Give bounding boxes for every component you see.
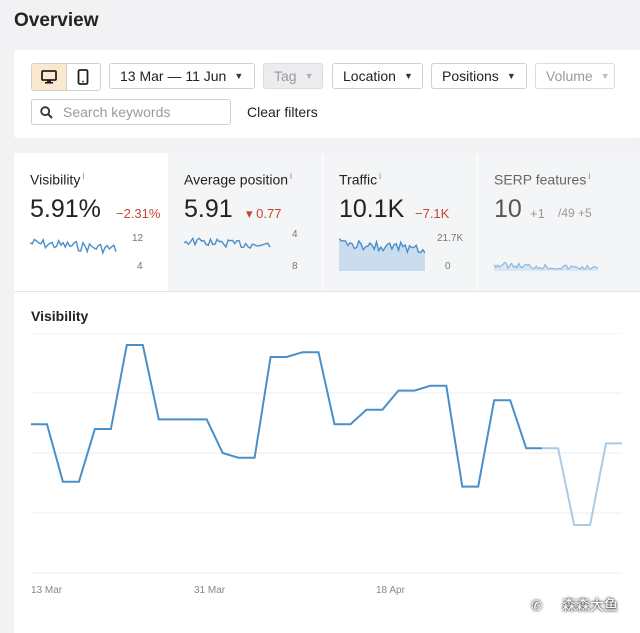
metric-change: −7.1K [415,206,450,221]
metric-value: 5.91 [184,195,233,223]
search-input[interactable] [61,103,215,121]
sparkline-axis-bottom: 4 [137,261,143,272]
sparkline-axis-top: 12 [132,233,144,244]
date-range-dropdown[interactable]: 13 Mar — 11 Jun ▼ [109,63,255,89]
sparkline-axis-top: 4 [292,229,298,240]
info-icon[interactable]: i [82,171,85,181]
location-dropdown[interactable]: Location ▼ [332,63,423,89]
x-tick-label: 31 Mar [194,585,226,596]
visibility-series-line-partial [542,442,622,526]
metric-label: SERP features [494,171,587,188]
location-label: Location [343,68,396,84]
info-icon[interactable]: i [588,171,591,181]
metric-label: Traffic [339,171,378,188]
chevron-down-icon: ▼ [403,71,413,81]
device-toggle[interactable] [31,63,101,91]
metric-change: +1 [530,206,545,221]
mobile-button[interactable] [67,64,101,90]
average-position-sparkline [184,236,271,249]
visibility-series-line [31,344,543,488]
chevron-down-icon: ▼ [506,71,516,81]
metric-label: Visibility [30,171,81,188]
watermark: 森森大鱼 [562,597,618,613]
volume-label: Volume [546,68,593,84]
chevron-down-icon: ▼ [234,71,244,81]
sparkline-axis-bottom: 8 [292,261,298,272]
metric-card-traffic[interactable]: Traffic i 10.1K −7.1K 21.7K 0 [323,153,477,291]
page-title: Overview [14,10,99,31]
metrics-row: Visibility i 5.91% −2.31% 12 4 Average po… [14,153,640,292]
metric-card-serp-features[interactable]: SERP features i 10 +1 /49 +5 [478,153,640,291]
positions-dropdown[interactable]: Positions ▼ [431,63,527,89]
sparkline-axis-top: 21.7K [437,233,464,244]
metrics-panel: Visibility i 5.91% −2.31% 12 4 Average po… [14,153,640,633]
visibility-sparkline [30,237,117,255]
info-icon[interactable]: i [290,171,293,181]
metric-value: 10 [494,195,522,223]
search-icon [40,105,53,119]
sparkline-axis-bottom: 0 [445,261,451,272]
metric-value: 5.91% [30,195,101,223]
positions-label: Positions [442,68,499,84]
date-range-label: 13 Mar — 11 Jun [120,68,227,84]
visibility-line-chart: 13 Mar 31 Mar 18 Apr [31,333,622,596]
chevron-down-icon: ▼ [600,71,610,81]
metric-card-visibility[interactable]: Visibility i 5.91% −2.31% 12 4 [14,153,168,291]
volume-dropdown[interactable]: Volume ▼ [535,63,615,89]
x-tick-label: 18 Apr [376,585,406,596]
traffic-sparkline [339,238,426,271]
metric-extra: /49 +5 [558,206,592,220]
metric-change: ▾ 0.77 [246,206,282,221]
x-tick-label: 13 Mar [31,585,63,596]
desktop-button[interactable] [32,64,67,90]
wechat-logo-icon: ✆ [531,598,542,613]
metric-label: Average position [184,171,289,188]
serp-features-sparkline [494,261,599,271]
info-icon[interactable]: i [379,171,382,181]
chart-title: Visibility [31,308,89,324]
tag-label: Tag [274,68,297,84]
mobile-icon [77,69,89,85]
metric-value: 10.1K [339,195,405,223]
filters-panel: 13 Mar — 11 Jun ▼ Tag ▼ Location ▼ Position… [14,50,640,138]
chevron-down-icon: ▼ [304,71,314,81]
search-box[interactable] [31,99,231,125]
tag-dropdown[interactable]: Tag ▼ [263,63,323,89]
metric-change: −2.31% [116,206,161,221]
metric-card-average-position[interactable]: Average position i 5.91 ▾ 0.77 4 8 [168,153,322,291]
desktop-icon [40,70,57,84]
clear-filters-link[interactable]: Clear filters [247,104,318,120]
